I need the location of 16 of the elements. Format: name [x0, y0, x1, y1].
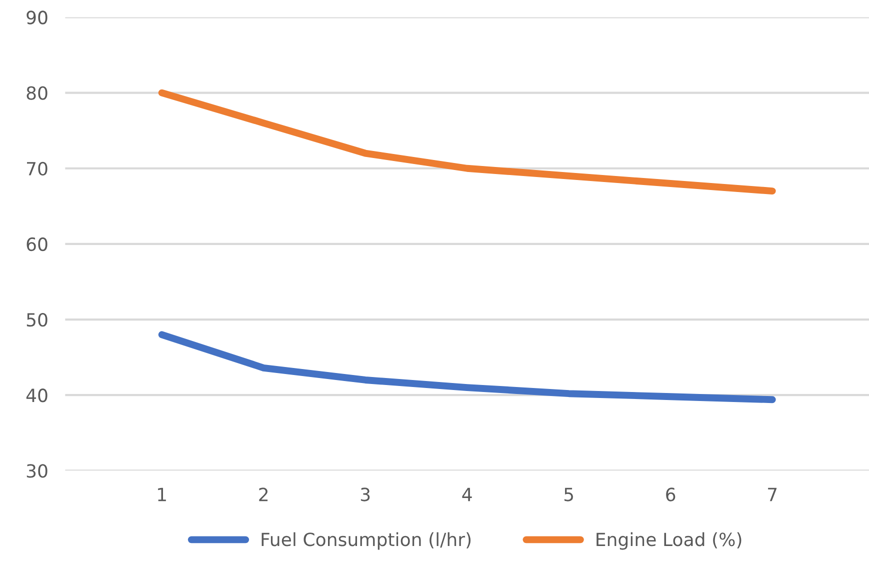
y-tick-label: 70 — [27, 162, 48, 176]
legend-label: Fuel Consumption (l/hr) — [262, 532, 471, 550]
x-tick-label: 4 — [462, 488, 472, 502]
x-tick-label: 1 — [158, 488, 166, 502]
x-tick-label: 2 — [259, 488, 268, 502]
y-tick-label: 60 — [26, 237, 48, 252]
y-tick-label: 50 — [26, 312, 48, 327]
x-tick-label: 7 — [768, 488, 777, 502]
y-tick-label: 40 — [26, 388, 48, 402]
x-tick-label: 3 — [360, 488, 370, 502]
y-tick-label: 90 — [26, 10, 48, 24]
y-tick-label: 30 — [26, 464, 48, 478]
y-tick-label: 80 — [26, 86, 48, 100]
x-tick-label: 5 — [564, 488, 574, 502]
x-tick-label: 6 — [666, 488, 676, 502]
legend-label: Engine Load (%) — [596, 532, 742, 550]
